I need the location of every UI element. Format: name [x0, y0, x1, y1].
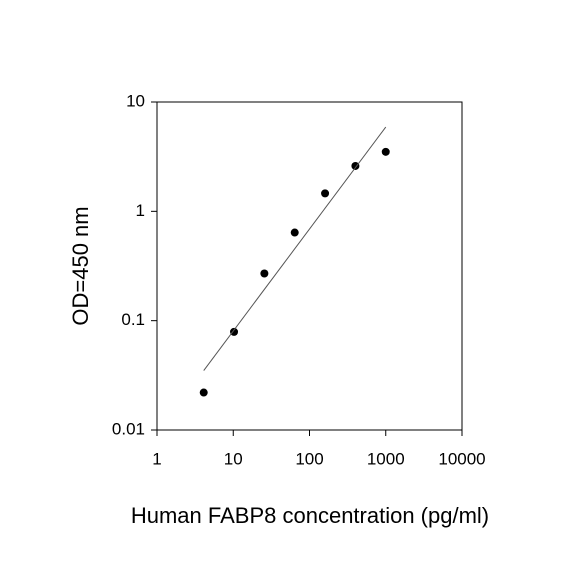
x-axis-label: Human FABP8 concentration (pg/ml): [131, 503, 489, 528]
data-point: [230, 327, 239, 336]
data-point: [260, 269, 269, 278]
data-point: [290, 228, 299, 237]
x-tick-label: 1: [152, 449, 161, 468]
data-point: [199, 388, 208, 397]
y-tick-label: 10: [126, 91, 145, 110]
x-tick-label: 1000: [367, 449, 405, 468]
data-point: [381, 147, 390, 156]
y-tick-label: 0.1: [121, 310, 145, 329]
y-tick-label: 0.01: [112, 419, 145, 438]
data-point: [321, 189, 330, 198]
y-tick-label: 1: [136, 201, 145, 220]
y-axis-label: OD=450 nm: [68, 206, 93, 325]
data-point: [351, 161, 360, 170]
x-tick-label: 10: [224, 449, 243, 468]
x-tick-label: 100: [295, 449, 323, 468]
x-tick-label: 10000: [438, 449, 485, 468]
fit-line: [203, 126, 387, 371]
